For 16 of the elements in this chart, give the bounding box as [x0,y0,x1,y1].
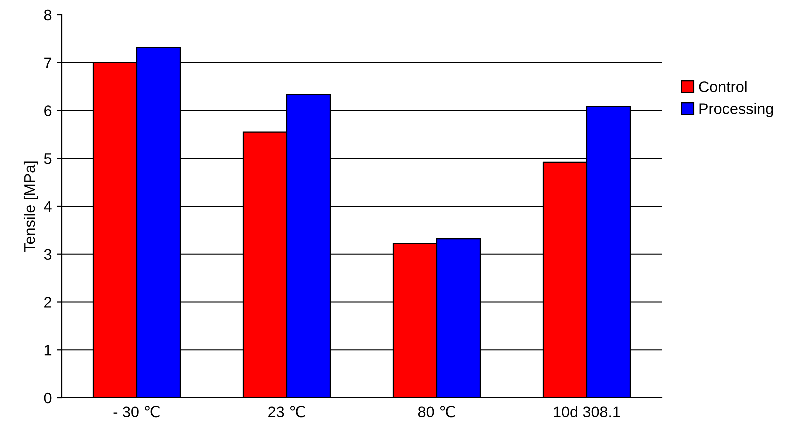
y-tick-label: 7 [44,58,52,68]
x-tick-label: - 30 ℃ [114,406,160,418]
x-tick-label: 10d 308.1 [554,406,620,418]
y-tick-label: 3 [44,249,52,260]
y-tick-label: 0 [44,392,52,404]
y-tick-label: 6 [44,106,52,116]
x-tick-label: 80 ℃ [418,406,456,418]
y-tick-label: 2 [44,297,52,308]
y-tick-label: 5 [44,154,52,164]
y-tick-label: 4 [44,202,52,212]
y-tick-label: 1 [44,345,52,356]
y-axis-title: Tensile [MPa] [24,162,38,252]
y-tick-label: 8 [44,10,52,21]
legend-label: Control [699,81,747,92]
legend-label: Processing [700,103,774,118]
x-tick-label: 23 ℃ [268,406,306,418]
